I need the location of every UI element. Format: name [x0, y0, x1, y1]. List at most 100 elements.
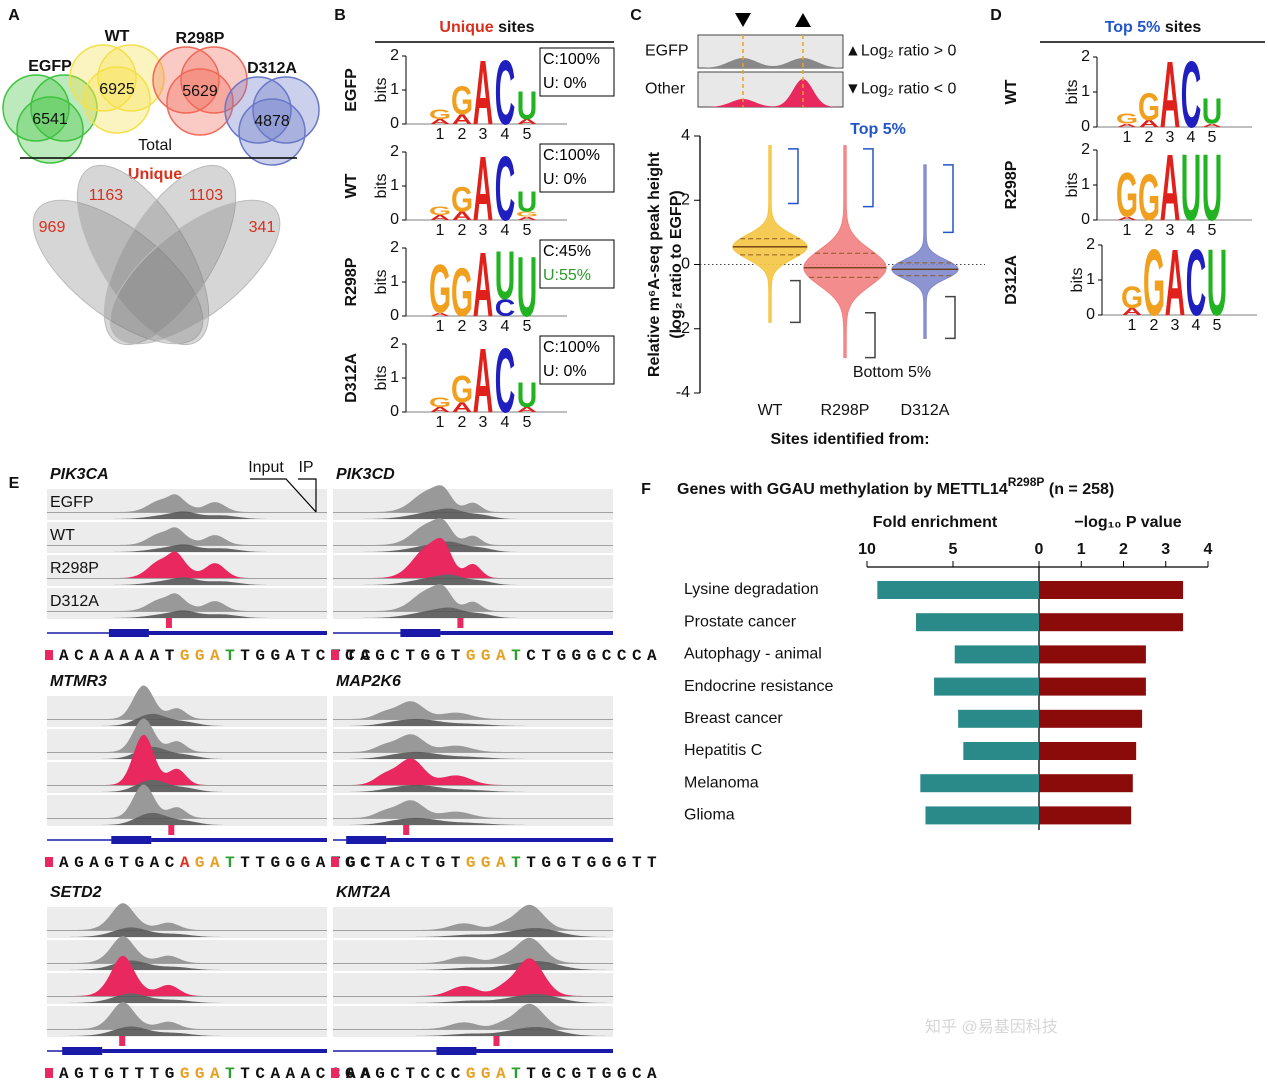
logo-letter: U — [517, 241, 537, 335]
logo-position: 1 — [436, 414, 445, 431]
bar — [1039, 581, 1184, 599]
unique-label: Unique — [128, 166, 182, 183]
panel-label: B — [334, 7, 346, 24]
venn-label: EGFP — [28, 58, 72, 75]
logo-letter: G — [451, 369, 473, 411]
logo-letter: A — [517, 406, 538, 414]
note-box — [539, 239, 615, 289]
input-coverage — [335, 607, 611, 618]
logo-letter: G — [429, 253, 451, 329]
site-marker — [493, 1036, 500, 1046]
site-marker — [457, 618, 464, 628]
venn-count: 6925 — [99, 81, 135, 98]
sequence-part: AGTGTTTG — [59, 1065, 180, 1081]
coverage — [335, 758, 611, 785]
input-coverage — [49, 610, 325, 618]
logo-letter: A — [517, 118, 538, 126]
panel-label: A — [8, 7, 20, 24]
input-coverage — [335, 508, 611, 519]
schematic-row-label: EGFP — [645, 43, 689, 60]
unique-ellipse — [109, 199, 281, 345]
seq-marker — [45, 650, 53, 660]
logo-name: R298P — [1003, 160, 1020, 209]
note-text: C:100% — [543, 339, 600, 356]
exon — [111, 836, 152, 844]
ip-label: IP — [298, 459, 313, 476]
track — [47, 973, 327, 1004]
venn-circle — [69, 44, 137, 112]
venn-circle — [83, 66, 151, 134]
track — [47, 940, 327, 971]
seq-marker — [45, 1068, 53, 1078]
sequence-part: ACAAAAAT — [59, 647, 180, 665]
track — [333, 762, 613, 793]
note-text: U: 0% — [543, 363, 587, 380]
logo-position: 3 — [479, 318, 488, 335]
input-coverage — [49, 713, 325, 726]
note-box — [539, 47, 615, 97]
total-label: Total — [138, 137, 172, 154]
logo-tick-label: 1 — [1086, 271, 1095, 288]
venn-count: 4878 — [254, 113, 290, 130]
sequence-part: CCTACTGT — [345, 854, 466, 872]
logo-letter: A — [1160, 135, 1180, 241]
x-tick-label: 10 — [858, 541, 876, 558]
input-coverage — [335, 817, 611, 825]
unique-count: 969 — [39, 219, 66, 236]
logo-tick-label: 0 — [390, 403, 399, 420]
logo-tick-label: 2 — [390, 335, 399, 352]
input-coverage — [335, 574, 611, 585]
logo-tick-label: 0 — [390, 115, 399, 132]
panel-label: D — [990, 7, 1002, 24]
x-tick-label: 2 — [1119, 541, 1128, 558]
title-rest: sites — [494, 19, 535, 36]
venn-circle — [16, 96, 84, 164]
unique-count: 341 — [249, 219, 276, 236]
logo-position: 3 — [1166, 129, 1175, 146]
y-tick-label: 2 — [681, 191, 690, 208]
logo-tick-label: 0 — [1086, 306, 1095, 323]
utr — [386, 838, 613, 842]
logo-tick-label: 2 — [1081, 141, 1090, 158]
bar — [954, 645, 1039, 664]
note-text: U: 0% — [543, 75, 587, 92]
sequence-part: GA — [195, 854, 225, 872]
logo-ylabel: bits — [373, 270, 390, 295]
watermark: 知乎 @易基因科技 — [925, 1018, 1058, 1036]
venn-circle — [30, 74, 98, 142]
percentile-bracket — [788, 148, 799, 205]
logo-letter: G — [1138, 160, 1160, 234]
logo-tick-label: 0 — [1081, 211, 1090, 228]
unique-ellipse — [103, 164, 237, 346]
logo-letter: G — [429, 394, 451, 410]
logo-tick-label: 1 — [390, 273, 399, 290]
logo-position: 2 — [458, 318, 467, 335]
x-tick-label: R298P — [821, 402, 870, 419]
sequence-part: CAGCTGGT — [345, 647, 466, 665]
input-coverage — [335, 784, 611, 792]
logo-letter: A — [1117, 123, 1138, 128]
coverage — [49, 494, 325, 512]
note-text: C:100% — [543, 147, 600, 164]
logo-letter: C — [495, 330, 515, 433]
logo-position: 4 — [1192, 317, 1201, 334]
category-label: Breast cancer — [684, 710, 783, 727]
sequence-part: T — [511, 854, 526, 872]
track — [333, 907, 613, 938]
coverage — [335, 518, 611, 545]
title-end: (n = 258) — [1044, 481, 1114, 498]
percentile-bracket — [863, 148, 874, 208]
logo-position: 2 — [1145, 222, 1154, 239]
logo-tick-label: 0 — [1081, 118, 1090, 135]
bar — [958, 709, 1039, 728]
logo-letter: A — [430, 118, 451, 126]
track-label: D312A — [50, 593, 99, 610]
logo-letter: A — [430, 406, 451, 414]
logo-letter: A — [517, 216, 538, 221]
logo-tick-label: 2 — [390, 143, 399, 160]
x-tick-label: WT — [758, 402, 783, 419]
logo-tick-label: 1 — [1081, 176, 1090, 193]
sequence: GAGCTCCCGGATTGCGTGGCA — [345, 1065, 662, 1081]
logo-letter: U — [517, 375, 537, 415]
schematic-legend: ▲Log₂ ratio > 0 — [845, 43, 957, 60]
